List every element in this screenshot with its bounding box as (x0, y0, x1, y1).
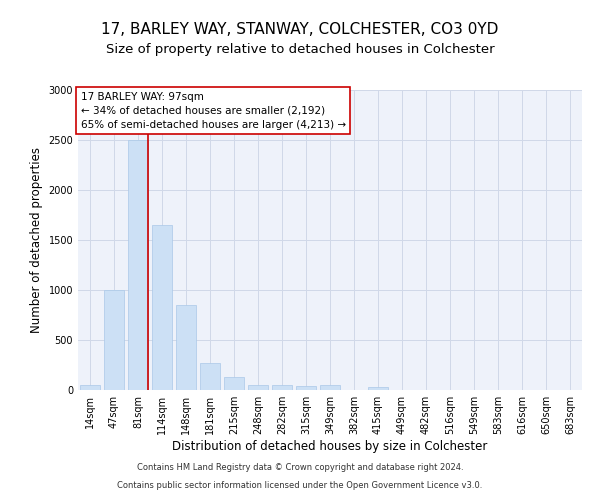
Bar (152, 225, 172, 390)
Bar (248, 384, 268, 390)
Text: Contains public sector information licensed under the Open Government Licence v3: Contains public sector information licen… (118, 481, 482, 490)
Bar (176, 305, 196, 390)
Bar (272, 384, 292, 390)
Text: 17, BARLEY WAY, STANWAY, COLCHESTER, CO3 0YD: 17, BARLEY WAY, STANWAY, COLCHESTER, CO3… (101, 22, 499, 38)
X-axis label: Distribution of detached houses by size in Colchester: Distribution of detached houses by size … (172, 440, 488, 453)
Bar (368, 387, 388, 390)
Text: Size of property relative to detached houses in Colchester: Size of property relative to detached ho… (106, 42, 494, 56)
Bar (200, 363, 220, 390)
Bar (104, 290, 124, 390)
Bar (128, 140, 148, 390)
Text: 17 BARLEY WAY: 97sqm
← 34% of detached houses are smaller (2,192)
65% of semi-de: 17 BARLEY WAY: 97sqm ← 34% of detached h… (80, 92, 346, 130)
Bar (320, 385, 340, 390)
Bar (80, 384, 100, 390)
Bar (296, 386, 316, 390)
Bar (224, 377, 244, 390)
Text: Contains HM Land Registry data © Crown copyright and database right 2024.: Contains HM Land Registry data © Crown c… (137, 464, 463, 472)
Y-axis label: Number of detached properties: Number of detached properties (30, 147, 43, 333)
